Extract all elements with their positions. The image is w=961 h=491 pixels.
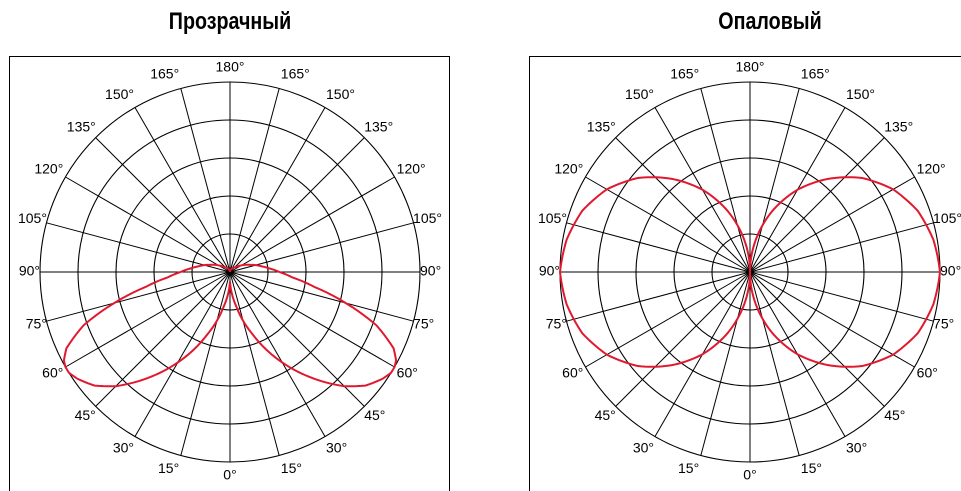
opal-tick-label: 15°: [678, 460, 699, 476]
transparent-tick-label: 135°: [67, 118, 96, 134]
transparent-tick-label: 15°: [281, 460, 302, 476]
opal-grid-spoke: [749, 88, 800, 273]
opal-grid-spoke: [615, 137, 751, 273]
opal-tick-label: 180°: [736, 59, 765, 75]
transparent-grid-spoke: [134, 271, 231, 437]
opal-tick-label: 60°: [917, 365, 938, 381]
polar-chart-opal: 180° 165° 165° 150° 150° 135° 135° 120° 120° 105°…: [538, 59, 961, 483]
transparent-tick-label: 165°: [281, 66, 310, 82]
transparent-tick-label: 45°: [75, 407, 96, 423]
transparent-tick-label: 150°: [105, 86, 134, 102]
transparent-grid-spoke: [229, 137, 365, 273]
transparent-grid-spoke: [95, 271, 231, 407]
transparent-grid-spoke: [229, 271, 326, 437]
transparent-grid-spoke: [229, 88, 280, 273]
transparent-grid-spoke: [229, 107, 326, 273]
transparent-grid-spoke: [65, 271, 231, 368]
opal-tick-label: 30°: [846, 439, 867, 455]
opal-tick-label: 45°: [595, 407, 616, 423]
opal-tick-label: 75°: [933, 316, 954, 332]
transparent-tick-label: 60°: [42, 365, 63, 381]
opal-tick-label: 0°: [743, 467, 756, 483]
opal-tick-label: 165°: [670, 66, 699, 82]
opal-tick-label: 150°: [625, 86, 654, 102]
opal-grid-spoke: [615, 271, 751, 407]
opal-grid-spoke: [749, 222, 934, 273]
opal-tick-label: 75°: [546, 316, 567, 332]
transparent-grid-spoke: [46, 271, 231, 322]
transparent-grid-spoke: [229, 271, 414, 322]
transparent-intensity-curve-right: [229, 263, 398, 388]
transparent-grid-spoke: [134, 107, 231, 273]
opal-tick-label: 90°: [539, 263, 560, 279]
transparent-tick-label: 90°: [19, 263, 40, 279]
transparent-tick-label: 165°: [150, 66, 179, 82]
opal-tick-label: 120°: [917, 161, 946, 177]
transparent-tick-label: 75°: [413, 316, 434, 332]
transparent-tick-label: 105°: [413, 210, 442, 226]
opal-intensity-curve-left: [558, 176, 751, 368]
transparent-grid-spoke: [229, 271, 280, 456]
opal-grid-spoke: [700, 88, 751, 273]
transparent-tick-label: 180°: [216, 59, 245, 75]
transparent-tick-label: 75°: [26, 316, 47, 332]
opal-grid-spoke: [700, 271, 751, 456]
transparent-grid-spoke: [229, 176, 395, 273]
transparent-grid-spoke: [229, 271, 395, 368]
opal-grid-spoke: [749, 137, 885, 273]
transparent-grid-spoke: [95, 137, 231, 273]
transparent-tick-label: 60°: [397, 365, 418, 381]
opal-grid-spoke: [585, 176, 751, 273]
transparent-grid-spoke: [229, 271, 365, 407]
transparent-tick-label: 30°: [113, 439, 134, 455]
opal-tick-label: 120°: [554, 161, 583, 177]
opal-tick-label: 30°: [633, 439, 654, 455]
transparent-grid-spoke: [180, 271, 231, 456]
transparent-tick-label: 135°: [364, 118, 393, 134]
opal-tick-label: 105°: [933, 210, 961, 226]
transparent-tick-label: 30°: [326, 439, 347, 455]
transparent-tick-label: 15°: [158, 460, 179, 476]
opal-tick-label: 90°: [940, 263, 961, 279]
transparent-grid-spoke: [65, 176, 231, 273]
opal-tick-label: 165°: [801, 66, 830, 82]
opal-tick-label: 60°: [562, 365, 583, 381]
transparent-tick-label: 105°: [18, 210, 47, 226]
polar-chart-panel-transparent: 180° 165° 165° 150° 150° 135° 135° 120° 120° 105°…: [9, 56, 450, 491]
transparent-tick-label: 0°: [223, 467, 236, 483]
transparent-grid-spoke: [46, 222, 231, 273]
opal-intensity-curve-right: [749, 176, 942, 368]
transparent-grid-spoke: [229, 222, 414, 273]
opal-tick-label: 150°: [846, 86, 875, 102]
chart-title-opal: Опаловый: [718, 8, 822, 35]
opal-tick-label: 135°: [884, 118, 913, 134]
polar-chart-panel-opal: 180° 165° 165° 150° 150° 135° 135° 120° 120° 105°…: [529, 56, 961, 491]
chart-title-transparent: Прозрачный: [168, 8, 292, 35]
transparent-tick-label: 45°: [364, 407, 385, 423]
transparent-tick-label: 150°: [326, 86, 355, 102]
opal-grid-spoke: [566, 271, 751, 322]
opal-tick-label: 45°: [884, 407, 905, 423]
transparent-tick-label: 120°: [34, 161, 63, 177]
transparent-tick-label: 90°: [420, 263, 441, 279]
opal-tick-label: 135°: [587, 118, 616, 134]
opal-tick-label: 105°: [538, 210, 567, 226]
opal-grid-spoke: [566, 222, 751, 273]
transparent-intensity-curve-left: [62, 263, 231, 388]
opal-grid-spoke: [749, 271, 800, 456]
opal-grid-spoke: [749, 271, 934, 322]
opal-grid-spoke: [749, 271, 915, 368]
opal-grid-spoke: [749, 271, 885, 407]
transparent-grid-spoke: [180, 88, 231, 273]
transparent-tick-label: 120°: [397, 161, 426, 177]
opal-grid-spoke: [749, 176, 915, 273]
opal-grid-spoke: [585, 271, 751, 368]
opal-tick-label: 15°: [801, 460, 822, 476]
polar-chart-transparent: 180° 165° 165° 150° 150° 135° 135° 120° 120° 105°…: [18, 59, 442, 483]
